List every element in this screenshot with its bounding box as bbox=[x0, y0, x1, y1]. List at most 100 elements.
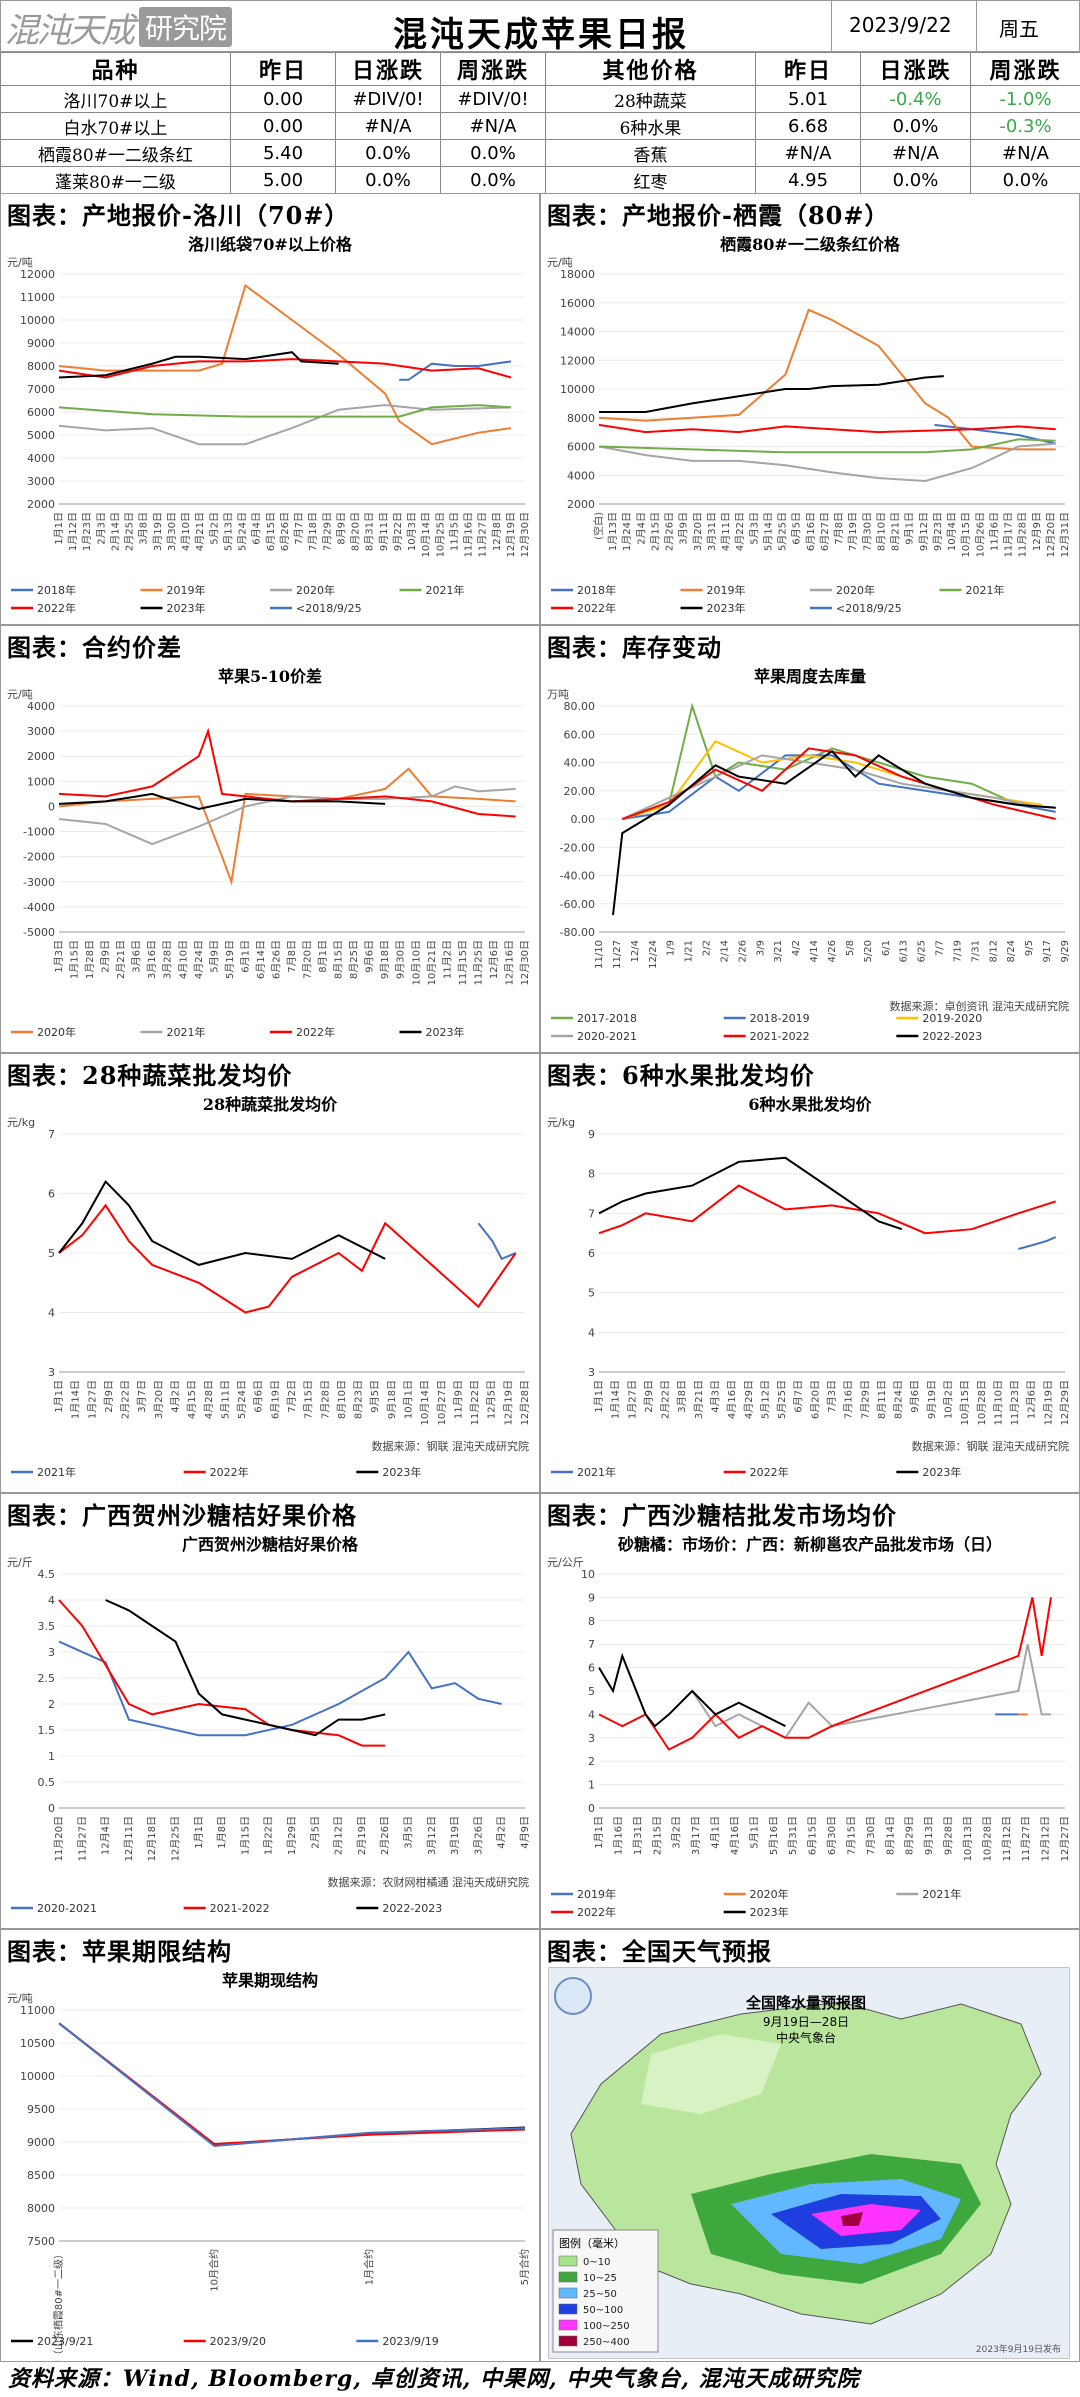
x-tick-label: 8月15日 bbox=[333, 940, 345, 979]
y-tick-label: 4 bbox=[48, 1307, 55, 1320]
y-tick-label: 3 bbox=[588, 1732, 595, 1745]
map-dry-west bbox=[641, 2034, 781, 2114]
report-weekday: 周五 bbox=[999, 17, 1039, 41]
y-tick-label: 9 bbox=[588, 1128, 595, 1141]
series-line bbox=[598, 438, 1056, 454]
x-tick-label: 4月2日 bbox=[496, 1816, 508, 1849]
series-line bbox=[58, 404, 512, 446]
y-tick-label: 5 bbox=[588, 1287, 595, 1300]
x-tick-label: 2月4日 bbox=[635, 512, 647, 545]
x-tick-label: 5月合约 bbox=[518, 2249, 531, 2285]
x-tick-label: 12月4日 bbox=[100, 1816, 112, 1855]
x-tick-label: 6月7日 bbox=[793, 1380, 805, 1413]
price-table: 品种 昨日 日涨跌 周涨跌 其他价格 昨日 日涨跌 周涨跌 洛川70#以上 0.… bbox=[0, 52, 1080, 194]
x-tick-label: 4月16日 bbox=[729, 1816, 741, 1855]
x-tick-label: 10月10日 bbox=[410, 940, 422, 985]
legend-label: 2023年 bbox=[167, 601, 206, 615]
panel-contract-spread: 图表：合约价差 苹果5-10价差 元/吨 -5000 -4000 -3000 -2000 -… bbox=[0, 625, 540, 1053]
x-tick-label: 6月26日 bbox=[270, 940, 282, 979]
x-tick-label: 9月22日 bbox=[392, 512, 404, 551]
x-tick-label: 8月29日 bbox=[904, 1816, 916, 1855]
x-tick-label: 1月14日 bbox=[610, 1380, 622, 1419]
y-tick-label: 0 bbox=[588, 1802, 595, 1815]
y-tick-label: 4 bbox=[588, 1326, 595, 1339]
x-tick-label: 11月12日 bbox=[1001, 1816, 1013, 1861]
table-row: 蓬莱80#一二级 5.00 0.0% 0.0% 红枣 4.95 0.0% 0.0… bbox=[0, 166, 1080, 194]
y-tick-label: 3000 bbox=[27, 475, 55, 488]
x-tick-label: 9月23日 bbox=[932, 512, 944, 551]
x-tick-label: 9月6日 bbox=[364, 940, 376, 973]
x-tick-label: 5/8 bbox=[845, 940, 856, 956]
x-tick-label: 5月25日 bbox=[777, 512, 789, 551]
x-tick-label: 3月12日 bbox=[426, 1816, 438, 1855]
table-cell: #N/A bbox=[440, 112, 546, 140]
series-line bbox=[58, 785, 516, 846]
legend-label: 50~100 bbox=[583, 2305, 623, 2316]
y-tick-label: 80.00 bbox=[564, 700, 596, 713]
x-tick-label: 8月20日 bbox=[350, 512, 362, 551]
report-date: 2023/9/22 bbox=[849, 13, 952, 37]
x-tick-label: 3月7日 bbox=[136, 1380, 148, 1413]
x-tick-label: 11月27日 bbox=[76, 1816, 88, 1861]
x-tick-label: 2/14 bbox=[719, 940, 730, 962]
x-tick-label: 1月13日 bbox=[607, 512, 619, 551]
legend-swatch bbox=[558, 2255, 578, 2267]
y-tick-label: 7500 bbox=[27, 2235, 55, 2248]
y-tick-label: -60.00 bbox=[560, 898, 595, 911]
x-tick-label: 2月5日 bbox=[309, 1816, 321, 1849]
x-tick-label: 4月29日 bbox=[743, 1380, 755, 1419]
x-tick-label: 6月27日 bbox=[819, 512, 831, 551]
panel-luochuan-price: 图表：产地报价-洛川（70#） 洛川纸袋70#以上价格 元/吨 2000 3000 40… bbox=[0, 193, 540, 625]
col-header: 其他价格 bbox=[545, 52, 756, 86]
x-tick-label: 10月3日 bbox=[406, 512, 418, 551]
table-cell: #N/A bbox=[335, 112, 441, 140]
x-tick-label: 9月6日 bbox=[909, 1380, 921, 1413]
x-tick-label: 1月31日 bbox=[632, 1816, 644, 1855]
table-cell: 0.00 bbox=[230, 112, 336, 140]
chart-title: 洛川纸袋70#以上价格 bbox=[188, 235, 353, 254]
y-tick-label: 5 bbox=[588, 1685, 595, 1698]
y-tick-label: 11000 bbox=[20, 291, 55, 304]
y-tick-label: 10000 bbox=[560, 383, 595, 396]
table-cell: 香蕉 bbox=[545, 139, 756, 167]
x-tick-label: 4月16日 bbox=[726, 1380, 738, 1419]
x-tick-label: 1月16日 bbox=[612, 1816, 624, 1855]
series-line bbox=[598, 442, 1056, 483]
x-tick-label: 1月8日 bbox=[216, 1816, 228, 1849]
y-tick-label: 6 bbox=[48, 1188, 55, 1201]
chart-title: 栖霞80#一二级条红价格 bbox=[720, 235, 901, 254]
x-tick-label: 5/20 bbox=[863, 940, 874, 962]
map-rain-100-250 bbox=[811, 2204, 921, 2236]
y-tick-label: -80.00 bbox=[560, 926, 595, 939]
x-tick-label: 12月6日 bbox=[488, 940, 500, 979]
y-tick-label: 5 bbox=[48, 1247, 55, 1260]
series-line bbox=[598, 1597, 1052, 1751]
x-tick-label: 5月16日 bbox=[768, 1816, 780, 1855]
x-tick-label: 7月16日 bbox=[843, 1380, 855, 1419]
chart-title: 苹果期现结构 bbox=[222, 1971, 318, 1990]
series-line bbox=[599, 375, 944, 413]
series-line bbox=[598, 423, 1056, 434]
x-tick-label: 5月11日 bbox=[219, 1380, 231, 1419]
y-tick-label: 40.00 bbox=[564, 757, 596, 770]
legend-swatch bbox=[558, 2335, 578, 2347]
x-tick-label: 10月28日 bbox=[981, 1816, 993, 1861]
series-line bbox=[691, 1644, 1051, 1740]
x-tick-label: 7月8日 bbox=[833, 512, 845, 545]
series-line bbox=[58, 1599, 386, 1747]
legend-label: 2018年 bbox=[577, 583, 616, 597]
x-tick-label: 2月9日 bbox=[103, 1380, 115, 1413]
x-tick-label: 12/4 bbox=[630, 940, 641, 962]
legend-title: 图例（毫米） bbox=[559, 2236, 625, 2250]
legend-label: 2021-2022 bbox=[210, 1902, 270, 1915]
panel-inventory: 图表：库存变动 苹果周度去库量 万吨 -80.00 -60.00 -40.00 -20.0… bbox=[540, 625, 1080, 1053]
x-tick-label: 11月10日 bbox=[992, 1380, 1004, 1425]
x-tick-label: 7月2日 bbox=[286, 1380, 298, 1413]
x-tick-label: 10月28日 bbox=[976, 1380, 988, 1425]
legend-label: 100~250 bbox=[583, 2321, 630, 2332]
table-cell: 栖霞80#一二级条红 bbox=[0, 139, 231, 167]
chart-title: 苹果周度去库量 bbox=[754, 667, 866, 686]
chart-title: 28种蔬菜批发均价 bbox=[203, 1095, 338, 1114]
